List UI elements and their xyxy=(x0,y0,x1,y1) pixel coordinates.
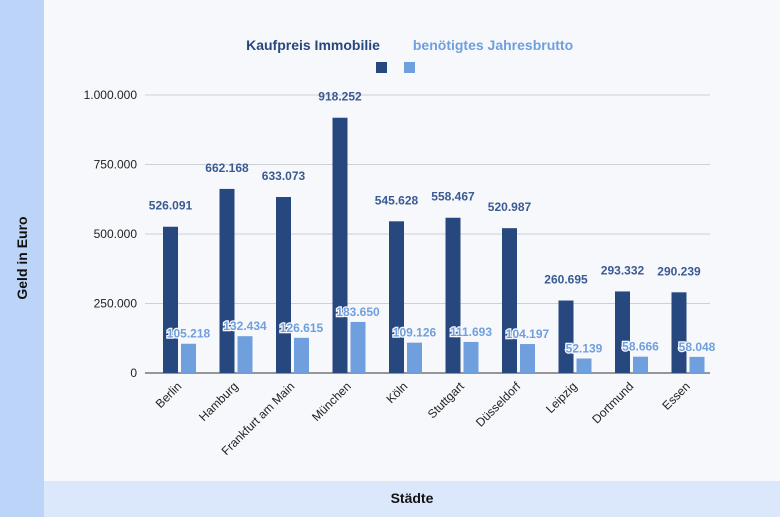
data-label-kaufpreis: 260.695 xyxy=(544,273,588,287)
data-label-kaufpreis: 290.239 xyxy=(657,264,701,278)
legend-swatch-kaufpreis xyxy=(376,62,387,73)
bar-kaufpreis-4 xyxy=(389,221,404,373)
bar-jahresbrutto-5 xyxy=(463,341,479,373)
bar-kaufpreis-0 xyxy=(163,226,178,373)
x-axis-title-band: Städte xyxy=(44,481,780,517)
data-label-kaufpreis: 520.987 xyxy=(488,200,532,214)
data-label-jahresbrutto: 52.139 xyxy=(566,342,603,356)
bar-kaufpreis-1 xyxy=(219,188,235,373)
bar-jahresbrutto-1 xyxy=(237,336,253,373)
x-tick-label: Essen xyxy=(659,379,692,412)
bar-kaufpreis-8 xyxy=(615,291,630,373)
bar-kaufpreis-9 xyxy=(671,292,687,373)
x-tick-label: Leipzig xyxy=(543,379,580,416)
y-tick-label: 250.000 xyxy=(94,297,138,311)
data-label-jahresbrutto: 109.126 xyxy=(393,326,437,340)
x-tick-label: München xyxy=(309,379,354,424)
bar-kaufpreis-5 xyxy=(445,217,461,373)
y-tick-label: 500.000 xyxy=(94,227,138,241)
y-tick-label: 750.000 xyxy=(94,158,138,172)
bar-jahresbrutto-2 xyxy=(294,337,309,373)
x-tick-label: Berlin xyxy=(153,379,185,411)
bar-jahresbrutto-0 xyxy=(181,343,196,373)
data-label-kaufpreis: 526.091 xyxy=(149,199,193,213)
data-label-jahresbrutto: 183.650 xyxy=(336,305,380,319)
y-axis-title-band: Geld in Euro xyxy=(0,0,44,517)
bar-jahresbrutto-4 xyxy=(407,342,422,373)
data-label-jahresbrutto: 58.666 xyxy=(622,340,659,354)
data-label-kaufpreis: 293.332 xyxy=(601,263,645,277)
data-label-kaufpreis: 633.073 xyxy=(262,169,306,183)
data-label-kaufpreis: 545.628 xyxy=(375,193,419,207)
data-label-jahresbrutto: 105.218 xyxy=(167,327,211,341)
y-tick-label: 0 xyxy=(130,366,137,380)
bar-kaufpreis-7 xyxy=(558,300,574,373)
data-label-kaufpreis: 918.252 xyxy=(318,90,362,104)
bar-jahresbrutto-9 xyxy=(689,356,705,373)
bar-jahresbrutto-6 xyxy=(520,344,535,373)
legend-swatch-jahresbrutto xyxy=(404,62,415,73)
bar-kaufpreis-6 xyxy=(502,228,517,373)
bar-jahresbrutto-7 xyxy=(576,358,592,373)
x-axis-title: Städte xyxy=(390,490,434,506)
y-tick-label: 1.000.000 xyxy=(84,88,138,102)
data-label-kaufpreis: 558.467 xyxy=(431,190,475,204)
x-tick-label: Hamburg xyxy=(196,379,241,424)
bar-kaufpreis-2 xyxy=(276,197,291,373)
data-label-jahresbrutto: 104.197 xyxy=(506,327,550,341)
data-label-jahresbrutto: 132.434 xyxy=(223,319,267,333)
x-tick-label: Dortmund xyxy=(589,379,636,426)
x-tick-label: Köln xyxy=(383,379,410,406)
bar-jahresbrutto-8 xyxy=(633,356,648,373)
x-tick-label: Düsseldorf xyxy=(473,379,524,430)
bar-kaufpreis-3 xyxy=(332,117,348,373)
data-label-jahresbrutto: 111.693 xyxy=(450,325,492,339)
data-label-jahresbrutto: 58.048 xyxy=(679,340,716,354)
legend-label-jahresbrutto: benötigtes Jahresbrutto xyxy=(413,37,573,53)
legend-label-kaufpreis: Kaufpreis Immobilie xyxy=(246,37,380,53)
data-label-jahresbrutto: 126.615 xyxy=(280,321,324,335)
bar-jahresbrutto-3 xyxy=(350,321,366,373)
data-label-kaufpreis: 662.168 xyxy=(205,161,249,175)
x-tick-label: Stuttgart xyxy=(425,379,467,421)
